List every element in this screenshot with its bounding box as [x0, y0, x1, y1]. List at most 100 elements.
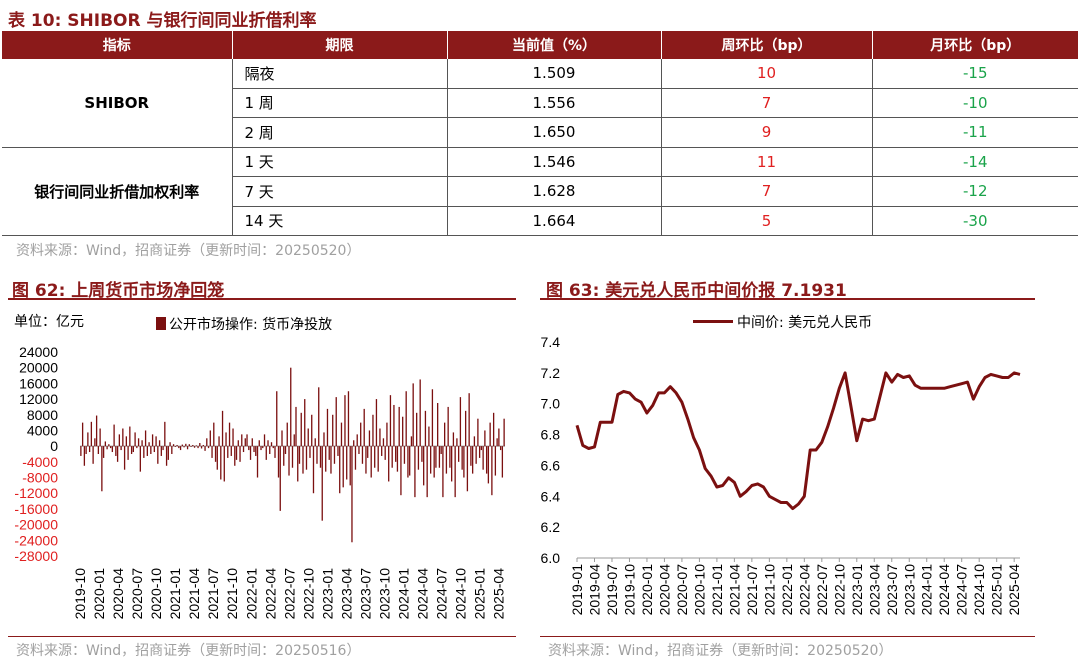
figure-63-legend: 中间价: 美元兑人民币	[693, 312, 872, 332]
bar	[130, 446, 133, 454]
bar	[372, 414, 374, 447]
bar	[360, 422, 362, 447]
bar	[122, 428, 124, 447]
y-tick-label: 7.2	[541, 365, 561, 381]
bar	[167, 446, 169, 460]
x-tick-label: 2022-07	[814, 564, 830, 616]
bar	[461, 446, 463, 470]
bar	[400, 446, 402, 496]
bar	[244, 438, 246, 447]
bar	[206, 438, 208, 447]
bar	[209, 430, 211, 447]
bar	[466, 446, 469, 492]
x-tick-label: 2023-10	[901, 564, 917, 616]
bar	[370, 446, 372, 478]
table-row: 2 周 1.650 9 -11	[2, 117, 1078, 148]
bar	[242, 446, 245, 453]
bar	[356, 434, 358, 447]
bar	[204, 446, 206, 451]
bar	[314, 438, 316, 447]
table-title: 表 10: SHIBOR 与银行间同业折借利率	[8, 11, 317, 31]
bar	[207, 446, 210, 449]
bar	[272, 446, 274, 449]
bar	[286, 422, 288, 447]
bar	[430, 446, 432, 474]
rates-table: 指标 期限 当前值（%） 周环比（bp） 月环比（bp） SHIBOR 隔夜 1…	[2, 31, 1078, 236]
bar	[484, 430, 486, 447]
x-tick-label: 2021-10	[761, 564, 777, 616]
bar	[148, 442, 150, 447]
x-tick-label: 2021-10	[224, 568, 240, 620]
bar	[102, 446, 105, 458]
wow-cell: 7	[661, 88, 873, 118]
bar	[106, 446, 108, 450]
bar	[239, 446, 241, 462]
header-period: 期限	[232, 31, 448, 59]
bar	[298, 446, 301, 464]
x-tick-label: 2020-10	[691, 564, 707, 616]
bar	[464, 410, 467, 447]
x-tick-label: 2019-10	[72, 568, 88, 620]
bar	[81, 422, 84, 447]
bar	[97, 446, 100, 454]
x-tick-label: 2024-01	[919, 564, 935, 616]
period-cell: 1 天	[232, 147, 448, 177]
x-tick-label: 2025-04	[491, 568, 507, 620]
x-tick-label: 2021-07	[205, 568, 221, 620]
mom-cell: -12	[872, 176, 1078, 207]
bar	[199, 443, 201, 447]
bar	[319, 446, 322, 468]
bar	[164, 421, 166, 447]
bar	[88, 446, 91, 453]
x-tick-label: 2024-10	[453, 568, 469, 620]
bar	[456, 438, 458, 447]
bar	[389, 395, 392, 447]
bar	[309, 446, 311, 458]
x-tick-label: 2021-04	[186, 568, 202, 620]
x-tick-label: 2019-07	[604, 564, 620, 616]
bar	[323, 432, 325, 447]
x-tick-label: 2022-07	[281, 568, 297, 620]
x-tick-label: 2020-04	[656, 564, 672, 616]
bar	[438, 446, 441, 468]
period-cell: 1 周	[232, 88, 448, 118]
bar	[251, 438, 253, 447]
bar	[496, 438, 498, 447]
bar	[454, 446, 456, 498]
bar	[249, 446, 252, 460]
x-tick-label: 2025-04	[1006, 564, 1022, 616]
bar	[365, 446, 367, 474]
bar	[417, 446, 420, 470]
bar	[111, 446, 114, 453]
y-tick-label: 6.8	[541, 427, 561, 443]
bar	[477, 418, 479, 447]
x-tick-label: 2023-07	[884, 564, 900, 616]
bar	[391, 446, 393, 468]
table-row: 14 天 1.664 5 -30	[2, 206, 1078, 236]
mom-cell: -14	[872, 147, 1078, 177]
header-current-value: 当前值（%）	[447, 31, 662, 59]
bar	[325, 446, 327, 472]
bar	[263, 434, 266, 447]
bar	[333, 446, 336, 464]
table-source: 资料来源：Wind，招商证券（更新时间：20250520）	[16, 243, 361, 259]
figure-63-title: 图 63: 美元兑人民币中间价报 7.1931	[546, 281, 847, 301]
bar	[101, 446, 103, 492]
bar	[351, 446, 353, 543]
bar	[485, 446, 488, 474]
bar	[157, 446, 159, 464]
bar	[293, 434, 295, 447]
bar	[225, 432, 227, 447]
bar	[241, 434, 243, 447]
bar	[499, 446, 502, 451]
figure-62-bar-chart: 24000200001600012000800040000-4000-8000-…	[14, 344, 507, 620]
wow-cell: 7	[661, 176, 873, 207]
bar	[267, 440, 269, 447]
table-row: SHIBOR 隔夜 1.509 10 -15	[2, 59, 1078, 148]
period-cell: 隔夜	[232, 59, 448, 89]
bar	[332, 414, 334, 447]
bar	[248, 446, 250, 451]
y-tick-label: 6.2	[541, 519, 561, 535]
x-tick-label: 2023-01	[849, 564, 865, 616]
bar	[475, 446, 477, 464]
